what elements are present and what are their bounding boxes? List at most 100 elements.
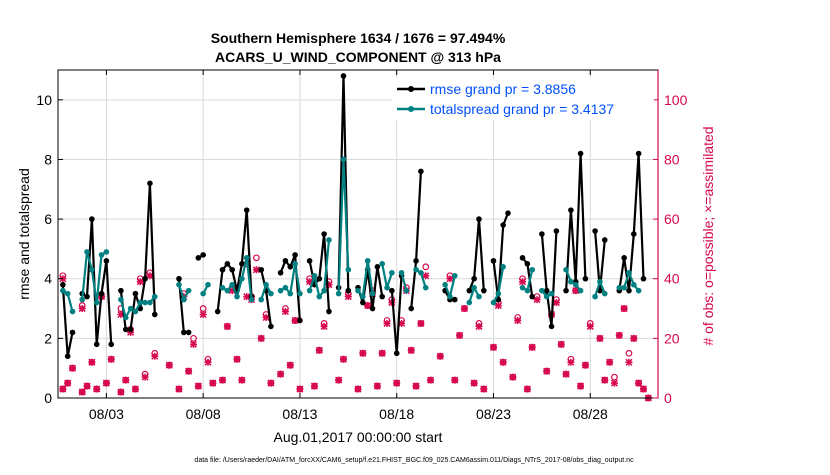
nobs-assimilated-marker	[581, 361, 589, 369]
nobs-assimilated-marker	[131, 385, 139, 393]
rmse-point	[93, 341, 100, 348]
nobs-assimilated-marker	[635, 379, 643, 387]
nobs-assimilated-marker	[398, 319, 406, 327]
totalspread-point	[626, 269, 632, 276]
totalspread-point	[316, 293, 323, 300]
y-tick-label-right: 100	[664, 92, 688, 108]
totalspread-point	[379, 261, 385, 267]
rmse-point	[195, 255, 202, 261]
totalspread-point	[548, 290, 555, 297]
totalspread-point	[442, 281, 448, 288]
nobs-assimilated-marker	[586, 322, 594, 330]
rmse-point	[316, 275, 323, 282]
totalspread-point	[321, 287, 327, 294]
nobs-assimilated-marker	[543, 367, 551, 375]
nobs-assimilated-marker	[146, 272, 154, 280]
rmse-point	[548, 323, 555, 330]
rmse-point	[393, 350, 400, 357]
nobs-assimilated-marker	[238, 376, 246, 384]
totalspread-point	[635, 287, 642, 294]
rmse-point	[277, 269, 284, 276]
nobs-assimilated-marker	[267, 379, 275, 387]
rmse-point	[224, 261, 231, 267]
totalspread-point	[601, 290, 608, 297]
rmse-point	[127, 326, 134, 333]
y-tick-label-left: 4	[44, 271, 52, 287]
rmse-point	[563, 287, 569, 294]
nobs-assimilated-marker	[552, 299, 560, 307]
totalspread-point	[79, 296, 85, 303]
totalspread-point	[451, 272, 458, 279]
nobs-assimilated-marker	[117, 388, 125, 396]
nobs-assimilated-marker	[509, 373, 517, 381]
nobs-assimilated-marker	[93, 385, 101, 393]
totalspread-point	[142, 299, 148, 306]
nobs-assimilated-marker	[436, 352, 444, 360]
nobs-assimilated-marker	[185, 367, 193, 375]
y-tick-label-left: 0	[44, 390, 52, 406]
nobs-possible-marker	[422, 263, 430, 271]
nobs-assimilated-marker	[412, 382, 420, 390]
totalspread-point	[476, 293, 482, 300]
rmse-line-segment	[540, 230, 558, 328]
rmse-point	[539, 231, 545, 237]
nobs-assimilated-marker	[306, 278, 314, 286]
totalspread-point	[616, 284, 623, 291]
totalspread-point	[89, 266, 95, 273]
nobs-assimilated-marker	[528, 343, 536, 351]
nobs-assimilated-marker	[427, 376, 435, 384]
rmse-point	[481, 287, 487, 294]
rmse-point	[89, 216, 95, 222]
totalspread-point	[277, 287, 284, 294]
nobs-assimilated-marker	[320, 322, 328, 330]
rmse-point	[321, 231, 327, 237]
totalspread-point	[543, 293, 550, 300]
totalspread-point	[147, 299, 153, 306]
nobs-assimilated-marker	[596, 334, 604, 342]
nobs-assimilated-marker	[325, 281, 333, 289]
nobs-assimilated-marker	[107, 355, 115, 363]
totalspread-point	[103, 249, 110, 255]
rmse-line-segment	[492, 212, 510, 301]
totalspread-point	[500, 264, 506, 270]
y-tick-label-right: 0	[664, 390, 672, 406]
nobs-assimilated-marker	[296, 385, 304, 393]
rmse-point	[243, 207, 250, 213]
rmse-point	[592, 228, 598, 234]
nobs-assimilated-marker	[141, 373, 149, 381]
totalspread-line-segment	[400, 272, 408, 291]
legend-rmse-label: rmse grand pr = 3.8856	[430, 81, 576, 97]
nobs-assimilated-marker	[252, 266, 260, 274]
nobs-assimilated-marker	[480, 385, 488, 393]
rmse-point	[369, 305, 376, 312]
nobs-assimilated-marker	[223, 322, 231, 330]
totalspread-point	[292, 261, 298, 267]
rmse-point	[219, 266, 226, 273]
nobs-possible-marker	[252, 254, 260, 262]
rmse-point	[379, 293, 385, 300]
rmse-line-segment	[618, 152, 645, 292]
rmse-point	[568, 207, 574, 213]
rmse-point	[601, 237, 608, 243]
nobs-assimilated-marker	[601, 376, 609, 384]
nobs-assimilated-marker	[310, 382, 318, 390]
nobs-assimilated-marker	[518, 278, 527, 286]
totalspread-line-segment	[357, 259, 374, 298]
totalspread-point	[258, 296, 265, 303]
rmse-point	[282, 258, 289, 264]
left-axis: 0 2 4 6 8 10	[36, 92, 63, 406]
totalspread-point	[239, 275, 245, 282]
rmse-point	[287, 264, 294, 270]
totalspread-point	[519, 284, 526, 291]
totalspread-point	[127, 305, 134, 312]
nobs-assimilated-marker	[620, 305, 628, 313]
x-tick-label: 08/03	[89, 406, 124, 422]
y-axis-label-left: rmse and totalspread	[16, 168, 32, 300]
totalspread-point	[311, 272, 318, 279]
x-axis-label: Aug.01,2017 00:00:00 start	[274, 429, 443, 445]
nobs-assimilated-marker	[364, 302, 372, 310]
nobs-assimilated-marker	[606, 358, 614, 366]
totalspread-point	[132, 308, 139, 315]
rmse-point	[142, 275, 148, 282]
